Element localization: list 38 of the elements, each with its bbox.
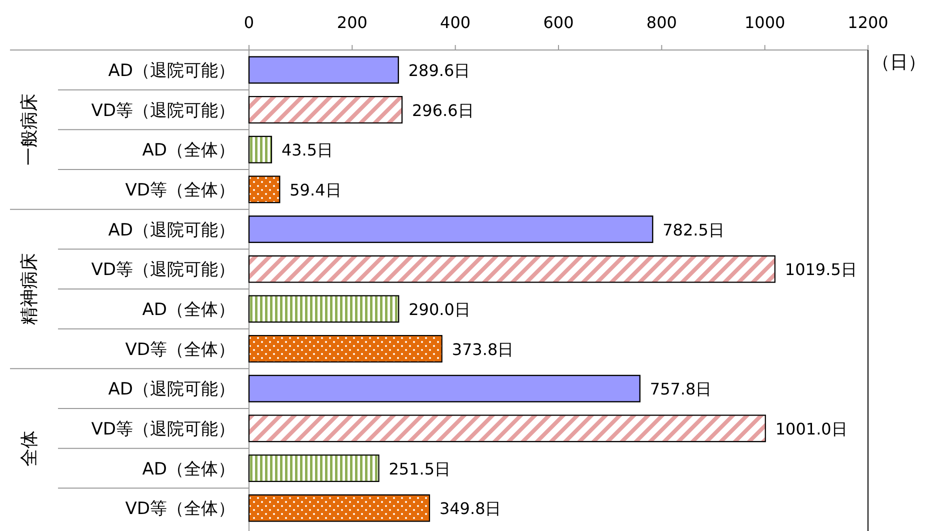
data-label: 251.5日 xyxy=(388,459,451,478)
x-tick-label: 600 xyxy=(543,13,574,32)
data-label: 373.8日 xyxy=(452,340,514,359)
y-tick-label: AD（退院可能） xyxy=(108,60,235,81)
data-label: 1001.0日 xyxy=(775,419,848,438)
bar xyxy=(248,56,399,84)
x-tick-label: 1200 xyxy=(848,13,888,32)
y-tick-label: VD等（全体） xyxy=(125,180,235,200)
data-label: 289.6日 xyxy=(408,60,470,80)
data-label: 290.0日 xyxy=(408,300,470,319)
bar xyxy=(248,216,654,243)
y-tick-label: VD等（退院可能） xyxy=(91,260,235,280)
bar xyxy=(248,374,640,402)
y-tick-label: AD（全体） xyxy=(142,459,235,480)
y-tick-label: VD等（退院可能） xyxy=(91,100,235,121)
y-tick-label: AD（全体） xyxy=(142,140,235,161)
text: 精神病床 xyxy=(18,253,40,325)
y-tick-label: VD等（退院可能） xyxy=(91,419,235,440)
data-label: 757.8日 xyxy=(650,380,712,399)
y-tick-label: VD等（全体） xyxy=(125,499,235,520)
x-axis-title: （日） xyxy=(872,52,925,73)
data-label: 349.8日 xyxy=(439,499,502,518)
y-tick-label: AD（退院可能） xyxy=(108,380,235,400)
text: 一般病床 xyxy=(18,94,40,166)
x-tick-label: 800 xyxy=(646,13,677,32)
data-label: 782.5日 xyxy=(662,220,724,240)
data-label: 296.6日 xyxy=(412,100,474,120)
text: 全体 xyxy=(18,430,40,466)
y-tick-label: AD（退院可能） xyxy=(108,220,235,240)
data-label: 43.5日 xyxy=(281,140,334,160)
x-tick-label: 400 xyxy=(440,13,471,32)
data-label: 1019.5日 xyxy=(784,260,857,280)
y-tick-label: AD（全体） xyxy=(142,300,235,320)
y-tick-label: VD等（全体） xyxy=(125,340,235,360)
x-tick-label: 200 xyxy=(336,13,368,32)
x-tick-label: 1000 xyxy=(744,13,786,32)
x-tick-label: 0 xyxy=(244,13,254,32)
data-label: 59.4日 xyxy=(290,180,342,200)
